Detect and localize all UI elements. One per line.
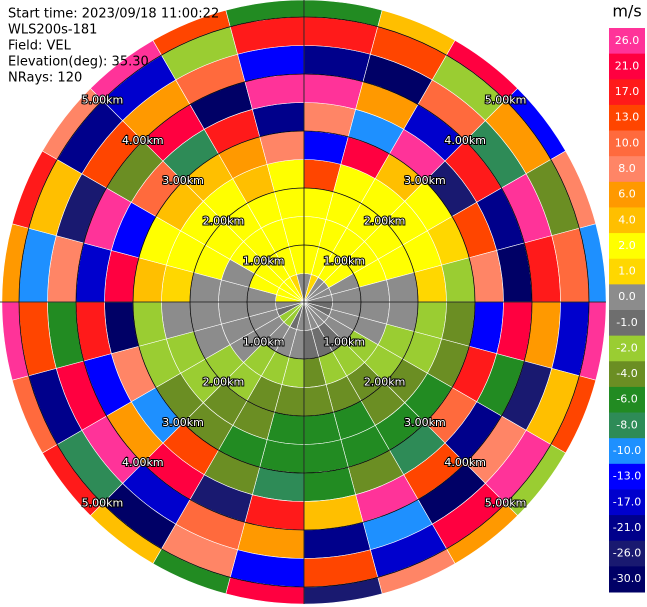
- range-label: 1.00km: [243, 335, 285, 348]
- range-label: 3.00km: [162, 416, 204, 429]
- colorbar-band: [609, 310, 645, 337]
- gate: [132, 301, 167, 347]
- colorbar-tick-label: -2.0: [616, 341, 637, 354]
- range-label: 3.00km: [404, 416, 446, 429]
- colorbar-tick-label: -6.0: [616, 393, 637, 406]
- range-label: 4.00km: [122, 134, 164, 147]
- range-label: 1.00km: [324, 335, 366, 348]
- colorbar-band: [609, 233, 645, 260]
- range-label: 4.00km: [122, 456, 164, 469]
- info-line: Elevation(deg): 35.30: [8, 55, 149, 70]
- gate: [259, 439, 305, 474]
- colorbar-tick-label: -13.0: [613, 470, 641, 483]
- range-label: 2.00km: [203, 376, 245, 389]
- colorbar-band: [609, 28, 645, 55]
- range-label: 3.00km: [404, 174, 446, 187]
- range-label: 1.00km: [243, 255, 285, 268]
- colorbar-tick-label: 1.0: [618, 265, 636, 278]
- gate: [132, 257, 167, 303]
- range-label: 5.00km: [485, 497, 527, 510]
- colorbar-label: m/s: [612, 2, 641, 21]
- colorbar: m/s 26.0 21.0 17.0 13.0 10.0 8.0 6.0 4.0 2.0 1.0 0…: [609, 2, 645, 593]
- colorbar-tick-label: 21.0: [615, 59, 640, 72]
- range-ring: [18, 16, 590, 588]
- colorbar-tick-label: -10.0: [613, 444, 641, 457]
- gate: [441, 257, 476, 303]
- range-label: 4.00km: [444, 134, 486, 147]
- info: Start time: 2023/09/18 11:00:22WLS200s-1…: [8, 7, 219, 86]
- colorbar-tick-label: 8.0: [618, 162, 636, 175]
- colorbar-tick-label: 10.0: [615, 136, 640, 149]
- colorbar-tick-label: -21.0: [613, 521, 641, 534]
- info-line: NRays: 120: [8, 71, 82, 86]
- colorbar-tick-label: -1.0: [616, 316, 637, 329]
- info-line: Field: VEL: [8, 39, 72, 54]
- info-line: WLS200s-181: [8, 23, 97, 38]
- colorbar-tick-label: 13.0: [615, 111, 640, 124]
- range-label: 2.00km: [364, 376, 406, 389]
- colorbar-tick-label: 2.0: [618, 239, 636, 252]
- colorbar-band: [609, 412, 645, 439]
- colorbar-tick-label: -8.0: [616, 418, 637, 431]
- colorbar-band: [609, 540, 645, 567]
- range-label: 2.00km: [203, 214, 245, 227]
- gate: [303, 130, 349, 165]
- colorbar-tick-label: -4.0: [616, 367, 637, 380]
- colorbar-band: [609, 156, 645, 183]
- colorbar-band: [609, 53, 645, 80]
- colorbar-tick-label: 26.0: [615, 34, 640, 47]
- gate: [259, 130, 305, 165]
- colorbar-band: [609, 181, 645, 208]
- colorbar-tick-label: -30.0: [613, 572, 641, 585]
- colorbar-band: [609, 463, 645, 490]
- range-label: 1.00km: [324, 255, 366, 268]
- range-label: 2.00km: [364, 214, 406, 227]
- colorbar-band: [609, 79, 645, 106]
- range-label: 5.00km: [485, 93, 527, 106]
- colorbar-band: [609, 130, 645, 157]
- colorbar-band: [609, 284, 645, 311]
- colorbar-tick-label: 6.0: [618, 188, 636, 201]
- colorbar-tick-label: 17.0: [615, 85, 640, 98]
- range-label: 4.00km: [444, 456, 486, 469]
- colorbar-band: [609, 207, 645, 234]
- range-ring: [246, 244, 362, 360]
- colorbar-tick-label: 4.0: [618, 213, 636, 226]
- gate: [303, 439, 349, 474]
- colorbar-band: [609, 515, 645, 542]
- range-ring: [189, 187, 419, 417]
- colorbar-band: [609, 489, 645, 516]
- range-label: 5.00km: [82, 497, 124, 510]
- colorbar-band: [609, 566, 645, 593]
- range-label: 3.00km: [162, 174, 204, 187]
- colorbar-tick-label: -17.0: [613, 495, 641, 508]
- range-ring: [75, 73, 533, 531]
- gate: [441, 301, 476, 347]
- overlay: 1.00km 1.00km 1.00km 1.00km 2.00km 2.00km 2.00…: [0, 0, 606, 604]
- colorbar-band: [609, 104, 645, 132]
- colorbar-band: [609, 386, 645, 414]
- colorbar-band: [609, 361, 645, 388]
- colorbar-tick-label: -26.0: [613, 547, 641, 560]
- info-line: Start time: 2023/09/18 11:00:22: [8, 7, 219, 22]
- colorbar-band: [609, 438, 645, 465]
- range-label: 5.00km: [82, 93, 124, 106]
- range-ring: [132, 130, 476, 474]
- colorbar-tick-label: 0.0: [618, 290, 636, 303]
- colorbar-band: [609, 335, 645, 362]
- colorbar-band: [609, 258, 645, 285]
